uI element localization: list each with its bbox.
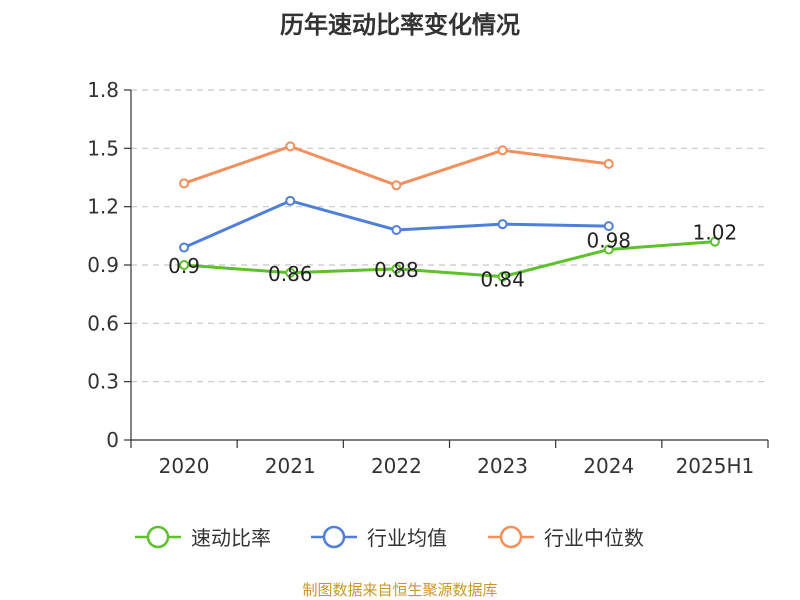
x-tick-label: 2022 bbox=[371, 454, 422, 478]
data-label: 1.02 bbox=[693, 221, 738, 245]
source-note: 制图数据来自恒生聚源数据库 bbox=[302, 581, 497, 599]
y-tick-label: 0.9 bbox=[87, 253, 119, 277]
data-point[interactable] bbox=[179, 178, 190, 189]
y-tick-label: 0.3 bbox=[87, 370, 119, 394]
data-point[interactable] bbox=[179, 242, 190, 253]
data-point[interactable] bbox=[497, 271, 508, 282]
data-point[interactable] bbox=[391, 225, 402, 235]
data-label: 0.9 bbox=[168, 254, 200, 278]
legend-marker bbox=[146, 525, 170, 549]
data-point[interactable] bbox=[603, 158, 614, 169]
data-point[interactable] bbox=[497, 145, 508, 156]
data-point[interactable] bbox=[391, 180, 402, 191]
x-tick-label: 2021 bbox=[265, 454, 316, 478]
data-labels: 0.9 0.86 0.88 0.84 0.98 1.02 bbox=[168, 221, 737, 292]
series-line bbox=[183, 240, 716, 279]
data-label: 0.88 bbox=[374, 258, 419, 282]
data-point[interactable] bbox=[603, 244, 614, 255]
legend-item[interactable]: 速动比率 bbox=[135, 525, 271, 550]
x-tick-label: 2023 bbox=[477, 454, 528, 478]
data-label: 0.98 bbox=[586, 228, 631, 252]
data-label: 0.86 bbox=[268, 262, 313, 286]
legend-label: 速动比率 bbox=[191, 526, 271, 550]
data-point[interactable] bbox=[391, 263, 402, 274]
data-label: 0.84 bbox=[480, 268, 525, 292]
axes: 0 0.3 0.6 0.9 1.2 1.5 1.8 2020 2021 2022 2023 2024 2… bbox=[87, 78, 769, 478]
data-point[interactable] bbox=[285, 267, 296, 278]
y-tick-label: 0 bbox=[106, 428, 119, 452]
grid-lines bbox=[131, 89, 768, 383]
x-tick-label: 2020 bbox=[159, 454, 210, 478]
legend-label: 行业均值 bbox=[367, 526, 447, 550]
y-tick-label: 1.5 bbox=[87, 136, 119, 160]
x-tick-label: 2025H1 bbox=[676, 454, 755, 478]
y-tick-label: 1.2 bbox=[87, 195, 119, 219]
series-line bbox=[183, 144, 609, 187]
data-point[interactable] bbox=[179, 260, 190, 270]
legend-marker bbox=[322, 525, 346, 549]
data-point[interactable] bbox=[603, 221, 614, 232]
legend-item[interactable]: 行业均值 bbox=[311, 525, 447, 550]
data-point[interactable] bbox=[285, 141, 296, 152]
legend-marker bbox=[499, 525, 523, 549]
legend[interactable]: 速动比率 行业均值 行业中位数 bbox=[135, 525, 644, 550]
series-group bbox=[179, 141, 720, 282]
data-point[interactable] bbox=[497, 219, 508, 230]
y-tick-label: 0.6 bbox=[87, 311, 119, 335]
y-tick-label: 1.8 bbox=[87, 78, 119, 102]
legend-item[interactable]: 行业中位数 bbox=[488, 525, 644, 550]
chart-title: 历年速动比率变化情况 bbox=[280, 11, 520, 39]
series-line bbox=[183, 199, 609, 249]
data-point[interactable] bbox=[709, 236, 720, 247]
legend-label: 行业中位数 bbox=[544, 526, 644, 550]
data-point[interactable] bbox=[285, 195, 296, 206]
x-tick-label: 2024 bbox=[583, 454, 634, 478]
